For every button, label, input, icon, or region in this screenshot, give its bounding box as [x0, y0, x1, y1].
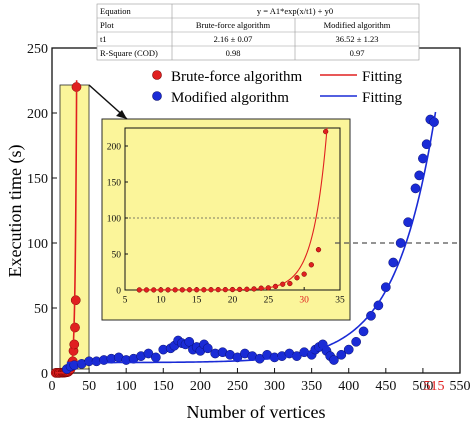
- main-point-2-46: [336, 349, 347, 360]
- main-point-2-48: [351, 336, 361, 347]
- main-x-tick-label-8: 400: [338, 379, 359, 394]
- legend: Brute-force algorithm Fitting Modified a…: [152, 69, 403, 106]
- main-x-tick-label-1: 50: [82, 379, 96, 394]
- legend-modified-marker: [152, 91, 162, 101]
- main-x-tick-label-9: 450: [375, 379, 396, 394]
- legend-brute-label: Brute-force algorithm: [171, 69, 303, 85]
- inset-y-tick-label-2: 100: [107, 214, 122, 224]
- equation-table: Equation y = A1*exp(x/t1) + y0 Plot Brut…: [96, 3, 420, 61]
- inset-y-tick-label-3: 150: [107, 178, 122, 188]
- table-row-t1-modified: 36.52 ± 1.23: [336, 34, 379, 44]
- zoom-arrow-head: [116, 110, 127, 119]
- table-row-plot-brute: Brute-force algorithm: [196, 20, 271, 30]
- main-point-2-56: [410, 183, 421, 194]
- table-row-equation-value: y = A1*exp(x/t1) + y0: [257, 6, 333, 16]
- main-point-2-47: [343, 344, 354, 355]
- main-y-tick-label-3: 150: [27, 172, 48, 187]
- inset-point-0-25: [315, 247, 322, 253]
- main-y-tick-label-0: 0: [41, 367, 48, 382]
- main-x-tick-label-highlight: 515: [424, 379, 445, 394]
- inset-x-tick-label-5: 30: [299, 296, 309, 306]
- main-x-tick-label-0: 0: [49, 379, 56, 394]
- inset-point-0-22: [294, 275, 300, 281]
- inset-point-0-23: [301, 271, 307, 277]
- main-x-tick-label-6: 300: [264, 379, 285, 394]
- main-y-tick-label-1: 50: [34, 302, 48, 317]
- main-x-tick-label-10: 500: [412, 379, 433, 394]
- table-row-plot-label: Plot: [100, 20, 114, 30]
- main-x-tick-label-2: 100: [116, 379, 137, 394]
- inset-point-0-21: [287, 280, 293, 287]
- table-row-r2-modified: 0.97: [350, 48, 365, 58]
- legend-modified-fit-label: Fitting: [362, 90, 403, 106]
- main-point-0-22: [70, 322, 80, 333]
- y-axis-label: Execution time (s): [5, 145, 26, 278]
- table-row-r2-brute: 0.98: [226, 48, 241, 58]
- main-point-2-20: [184, 336, 195, 347]
- legend-brute-marker: [152, 70, 162, 80]
- inset-fit-line-1: [139, 127, 328, 291]
- table-row-t1-brute: 2.16 ± 0.07: [214, 34, 253, 44]
- main-x-tick-label-7: 350: [301, 379, 322, 394]
- main-x-tick-label-4: 200: [190, 379, 211, 394]
- x-axis-label: Number of vertices: [187, 402, 326, 422]
- main-point-2-13: [151, 352, 161, 363]
- inset-x-tick-label-1: 10: [156, 296, 166, 306]
- main-fit-line-3: [66, 111, 437, 364]
- main-x-tick-label-3: 150: [153, 379, 174, 394]
- inset-x-tick-label-0: 5: [123, 296, 128, 306]
- inset-x-tick-label-4: 25: [264, 296, 274, 306]
- main-point-0-23: [70, 295, 81, 306]
- legend-modified-label: Modified algorithm: [171, 90, 289, 106]
- inset-y-tick-label-1: 50: [112, 250, 122, 260]
- main-y-tick-label-4: 200: [27, 107, 48, 122]
- main-x-tick-label-5: 250: [227, 379, 248, 394]
- inset-x-tick-label-2: 15: [192, 296, 202, 306]
- main-point-2-53: [388, 257, 399, 268]
- main-y-tick-label-2: 100: [27, 237, 48, 252]
- inset-panel: [101, 118, 351, 321]
- inset-y-tick-label-4: 200: [107, 142, 122, 152]
- main-point-2-45: [329, 355, 339, 365]
- main-point-2-54: [395, 238, 406, 248]
- main-y-tick-label-5: 250: [27, 42, 48, 57]
- legend-brute-fit-label: Fitting: [362, 69, 403, 85]
- table-row-t1-label: t1: [100, 34, 107, 44]
- inset-y-tick-label-0: 0: [116, 286, 121, 296]
- table-row-r2-label: R-Square (COD): [100, 48, 158, 58]
- table-row-equation-label: Equation: [100, 6, 131, 16]
- main-point-2-49: [358, 326, 369, 337]
- main-x-tick-label-11: 550: [450, 379, 471, 394]
- main-point-2-50: [366, 310, 376, 321]
- main-point-2-51: [373, 300, 384, 311]
- main-point-2-25: [202, 343, 213, 354]
- inset-point-0-24: [308, 262, 314, 268]
- inset-x-tick-label-3: 20: [228, 296, 238, 306]
- table-row-plot-modified: Modified algorithm: [324, 20, 391, 30]
- inset-x-tick-label-6: 35: [335, 296, 345, 306]
